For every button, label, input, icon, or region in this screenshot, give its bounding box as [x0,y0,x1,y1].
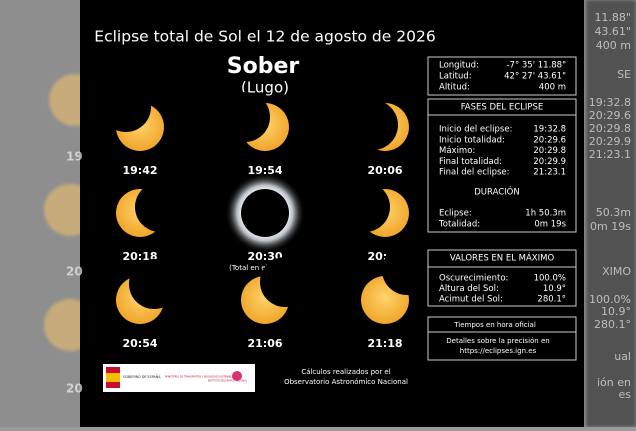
background-text: 11.88"43.61"400 mSE19:32.820:29.620:29.8… [66,11,631,401]
background-text: 20:29.8 [589,122,631,135]
info-value: 400 m [539,83,566,93]
info-label: Totalidad: [438,220,480,230]
background-text: 20 [66,265,83,279]
background-text: 10.9° [601,305,631,318]
eclipse-phase-image [340,182,409,237]
infographic: Eclipse total de Sol el 12 de agosto de … [94,28,577,392]
info-value: 21:23.1 [533,168,566,178]
background-text: 21:23.1 [589,148,631,161]
background-text: ual [614,350,631,363]
info-label: Altura del Sol: [439,284,499,294]
credit: Cálculos realizados por el [301,368,390,376]
moon [340,182,390,232]
background-text: es [619,388,632,401]
location-name: Sober [227,54,300,79]
logos: GOBIERNO DE ESPAÑA MINISTERIO DE TRANSPOR… [103,364,255,392]
moon [260,257,310,307]
info-value: 20:29.6 [533,135,566,145]
background-text: 400 m [596,39,631,52]
info-label: Latitud: [439,72,472,82]
info-box [427,249,577,307]
info-box [427,316,577,361]
info-label: Eclipse: [439,209,472,219]
info-label: Inicio del eclipse: [439,125,512,135]
link: https://eclipses.ign.es [460,347,537,355]
info-box [427,56,577,96]
eclipse-phase-image [116,182,185,237]
info-value: -7° 35' 11.88" [506,61,566,71]
info-value: 42° 27' 43.61" [504,72,566,82]
eclipse-phase-image [101,82,164,151]
eclipse-phase-image [348,100,409,151]
logo-text: GOBIERNO DE ESPAÑA [123,374,161,379]
info-label: Inicio totalidad: [439,135,505,145]
background-text: 19 [66,150,83,164]
info-label: Oscurecimiento: [439,274,508,284]
logo-text: MINISTERIO DE TRANSPORTES Y MOVILIDAD SO… [165,376,234,379]
info-value: 19:32.8 [533,125,566,135]
location-province: (Lugo) [241,79,289,97]
logo-background [103,364,255,392]
moon [382,245,432,295]
background-text: 19:32.8 [589,96,631,109]
background-text: 50.3m [596,206,631,219]
background-text: 0m 19s [590,220,631,233]
moon [348,100,398,150]
section-title: DURACIÓN [474,186,519,198]
background-text: SE [617,68,631,81]
info-label: Máximo: [439,146,475,156]
eclipse-phase-image [220,92,289,151]
moon [101,82,151,132]
info-value: 280.1° [537,295,566,305]
background-text: 100.0% [589,293,631,306]
info-value: 0m 19s [534,220,566,230]
info-box [427,98,577,233]
phase-time: 20:54 [122,337,157,350]
background-text: XIMO [602,265,631,278]
info-label: Longitud: [439,61,479,71]
info-value: 10.9° [543,284,566,294]
background-text: 11.88" [594,11,631,24]
eclipse-phase-image [241,257,310,324]
logo-text: INSTITUTO GEOGRÁFICO NACIONAL [208,380,248,383]
info-label: Altitud: [439,83,470,93]
section-title: FASES DEL ECLIPSE [461,103,544,113]
ign-mark [232,371,242,381]
moon [135,182,185,232]
phase-time: 19:54 [247,164,282,177]
phase-time: 20:06 [367,164,402,177]
info-value: 20:29.8 [533,146,566,156]
background-text: 43.61" [594,25,631,38]
info-value: 1h 50.3m [525,209,566,219]
moon [241,189,289,237]
section-title: VALORES EN EL MÁXIMO [450,252,555,264]
background-text: 20 [66,382,83,396]
info-label: Final del eclipse: [439,168,510,178]
note: Detalles sobre la precisión en [446,337,549,345]
moon [129,259,179,309]
eclipse-phase-image [116,259,179,324]
background-text: ión en [597,376,631,389]
eclipse-phase-image [361,245,432,324]
phase-time: 21:18 [367,337,402,350]
coat-of-arms-band [106,373,120,382]
info-value: 20:29.9 [533,157,566,167]
info-label: Final totalidad: [439,157,502,167]
phase-time: 19:42 [122,164,157,177]
background-text: 20:29.6 [589,109,631,122]
title: Eclipse total de Sol el 12 de agosto de … [94,28,435,46]
moon [220,92,270,142]
phase-time: 21:06 [247,337,282,350]
background-text: 20:29.9 [589,135,631,148]
info-label: Acimut del Sol: [439,295,503,305]
info-value: 100.0% [534,274,566,284]
note: Tiempos en hora oficial [453,321,536,329]
credit: Observatorio Astronómico Nacional [284,378,408,386]
background-text: 280.1° [594,318,631,331]
eclipse-phase-image [225,173,305,253]
